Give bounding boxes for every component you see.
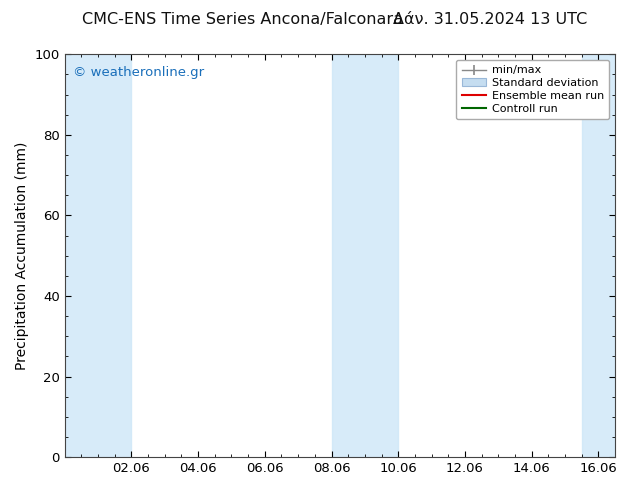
Legend: min/max, Standard deviation, Ensemble mean run, Controll run: min/max, Standard deviation, Ensemble me… bbox=[456, 60, 609, 119]
Bar bbox=[65, 54, 131, 457]
Text: CMC-ENS Time Series Ancona/Falconara: CMC-ENS Time Series Ancona/Falconara bbox=[82, 12, 403, 27]
Bar bbox=[332, 54, 398, 457]
Text: © weatheronline.gr: © weatheronline.gr bbox=[73, 66, 204, 79]
Y-axis label: Precipitation Accumulation (mm): Precipitation Accumulation (mm) bbox=[15, 142, 29, 370]
Text: Δάν. 31.05.2024 13 UTC: Δάν. 31.05.2024 13 UTC bbox=[393, 12, 587, 27]
Bar bbox=[581, 54, 615, 457]
